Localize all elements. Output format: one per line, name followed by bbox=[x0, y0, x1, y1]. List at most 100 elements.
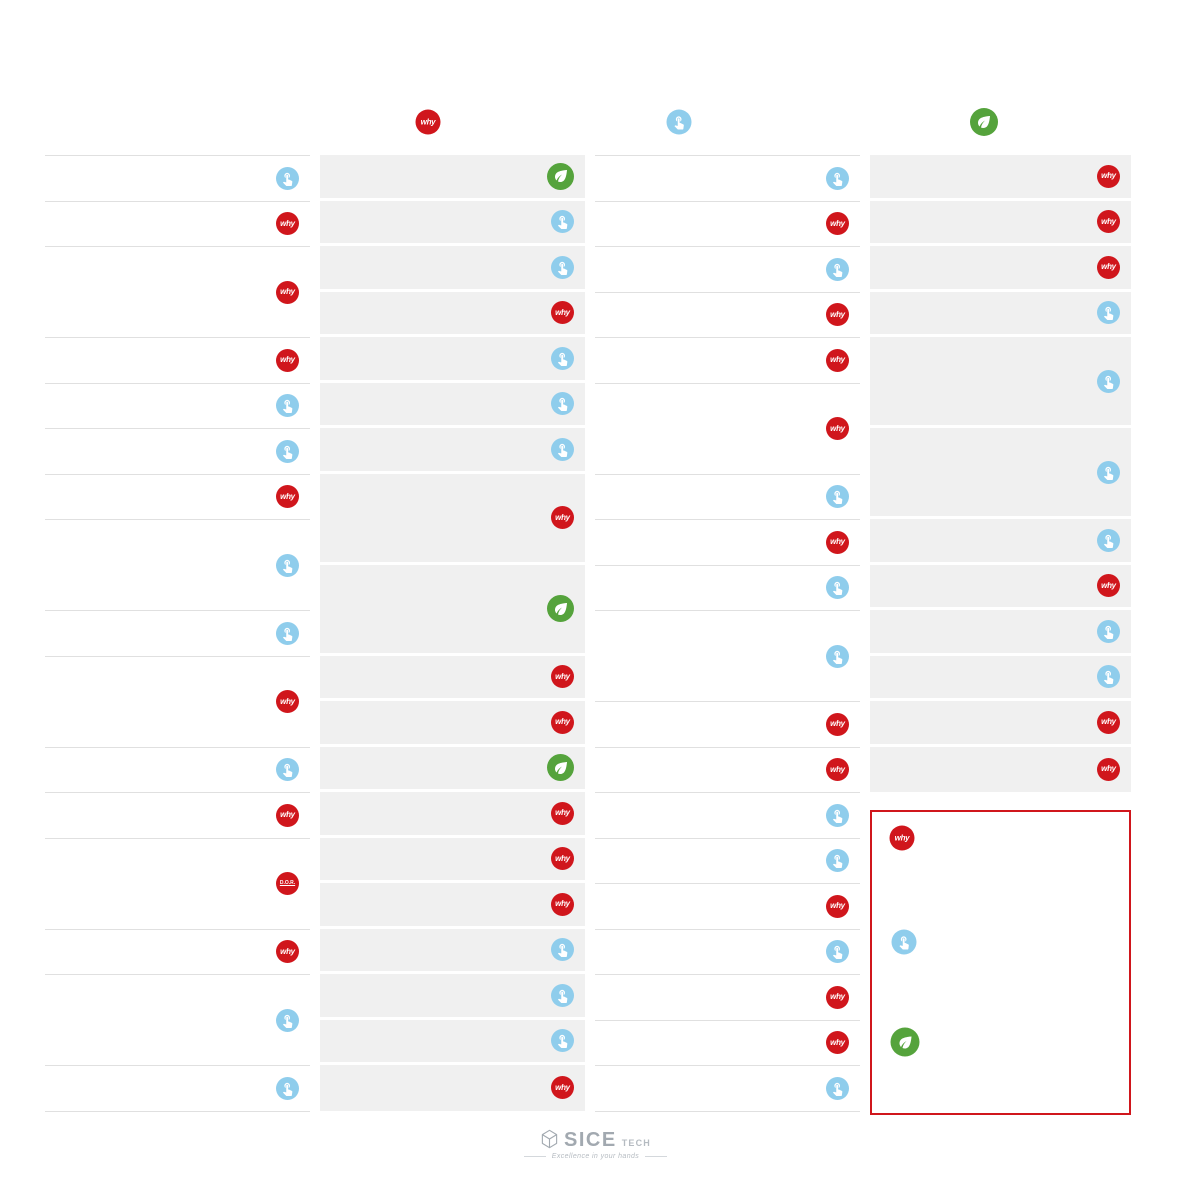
red-logo-badge: why bbox=[551, 301, 574, 325]
badge-label: why bbox=[830, 355, 845, 365]
red-logo-badge: why bbox=[1097, 255, 1120, 279]
leaf-icon bbox=[978, 116, 990, 128]
leaf-badge bbox=[547, 595, 574, 622]
table-row: why bbox=[595, 201, 860, 247]
touch-badge bbox=[826, 166, 849, 190]
badge-label: why bbox=[555, 808, 570, 818]
table-row: why bbox=[595, 383, 860, 475]
touch-hand-icon bbox=[832, 582, 843, 596]
table-row bbox=[595, 474, 860, 520]
touch-badge bbox=[826, 576, 849, 600]
badge-label: why bbox=[1101, 764, 1116, 774]
badge-label: why bbox=[830, 719, 845, 729]
touch-hand-icon bbox=[282, 400, 293, 414]
red-logo-badge: why bbox=[1097, 574, 1120, 598]
touch-badge bbox=[551, 983, 574, 1007]
red-logo-badge: why bbox=[826, 758, 849, 782]
table-row bbox=[45, 520, 310, 611]
red-logo-badge: why bbox=[551, 892, 574, 916]
badge-label: why bbox=[1101, 262, 1116, 272]
table-row bbox=[595, 793, 860, 839]
table-row: why bbox=[320, 837, 585, 883]
touch-badge bbox=[826, 1076, 849, 1100]
touch-badge bbox=[551, 346, 574, 370]
badge-label: why bbox=[280, 946, 295, 956]
red-logo-badge: why bbox=[551, 801, 574, 825]
red-logo-badge: why bbox=[276, 280, 299, 304]
red-logo-badge: why bbox=[1097, 210, 1120, 234]
touch-badge bbox=[551, 938, 574, 962]
table-row: why bbox=[45, 656, 310, 748]
badge-label: why bbox=[1101, 580, 1116, 590]
table-row: why bbox=[595, 1020, 860, 1066]
badge-label: why bbox=[555, 899, 570, 909]
red-logo-badge: why bbox=[826, 712, 849, 736]
table-row bbox=[320, 428, 585, 474]
badge-label: why bbox=[555, 512, 570, 522]
badge-label: why bbox=[280, 287, 295, 296]
touch-badge bbox=[826, 849, 849, 873]
touch-hand-icon bbox=[832, 855, 843, 869]
badge-label: why bbox=[830, 309, 845, 319]
red-logo-badge: why bbox=[826, 530, 849, 554]
touch-badge bbox=[1097, 301, 1120, 325]
red-logo-badge: why bbox=[276, 940, 299, 964]
red-logo-badge: why bbox=[276, 348, 299, 372]
badge-label: why bbox=[280, 355, 295, 365]
badge-label: why bbox=[830, 423, 845, 433]
table-row: why bbox=[595, 975, 860, 1021]
leaf-badge bbox=[547, 162, 574, 190]
touch-badge bbox=[276, 1008, 299, 1032]
touch-badge bbox=[1097, 528, 1120, 552]
table-row: why bbox=[870, 564, 1131, 610]
tagline-row: Excellence in your hands bbox=[524, 1153, 667, 1160]
badge-label: why bbox=[420, 117, 436, 126]
red-logo-badge: why bbox=[889, 825, 915, 851]
touch-hand-icon bbox=[1103, 466, 1114, 480]
touch-badge bbox=[276, 439, 299, 463]
leaf-icon bbox=[554, 761, 567, 774]
table-row bbox=[320, 564, 585, 656]
red-logo-badge: why bbox=[551, 710, 574, 734]
table-row bbox=[595, 156, 860, 202]
leaf-badge bbox=[547, 754, 574, 782]
table-row: why bbox=[595, 884, 860, 930]
red-logo-badge: why bbox=[1097, 710, 1120, 734]
table-row bbox=[45, 383, 310, 429]
badge-label: why bbox=[830, 537, 845, 547]
touch-hand-icon bbox=[832, 172, 843, 186]
badge-label: why bbox=[555, 717, 570, 727]
touch-hand-icon bbox=[282, 627, 293, 641]
touch-hand-icon bbox=[282, 1014, 293, 1028]
badge-label: why bbox=[555, 671, 570, 681]
table-row: why bbox=[45, 338, 310, 384]
red-logo-badge: why bbox=[826, 348, 849, 372]
table-row: why bbox=[870, 246, 1131, 292]
touch-hand-icon bbox=[557, 989, 568, 1003]
grid-column-2: why why why why why why why why bbox=[320, 155, 585, 1111]
table-row bbox=[595, 565, 860, 611]
touch-badge bbox=[551, 255, 574, 279]
red-logo-badge: why bbox=[1097, 757, 1120, 781]
table-row bbox=[320, 1019, 585, 1065]
table-row: why bbox=[595, 702, 860, 748]
table-row bbox=[45, 747, 310, 793]
leaf-badge bbox=[890, 1027, 920, 1057]
red-logo-badge: why bbox=[826, 1031, 849, 1055]
table-row bbox=[45, 975, 310, 1066]
table-row: why bbox=[595, 338, 860, 384]
table-row bbox=[870, 291, 1131, 337]
badge-label: why bbox=[280, 491, 295, 501]
badge-label: why bbox=[1101, 717, 1116, 727]
legend-box: why bbox=[870, 810, 1131, 1115]
table-row: why bbox=[870, 200, 1131, 246]
footer: SICE TECH Excellence in your hands bbox=[0, 1128, 1191, 1160]
touch-hand-icon bbox=[282, 445, 293, 459]
badge-label: why bbox=[830, 218, 845, 228]
touch-hand-icon bbox=[282, 172, 293, 186]
touch-hand-icon bbox=[557, 443, 568, 457]
touch-hand-icon bbox=[1103, 534, 1114, 548]
touch-hand-icon bbox=[557, 1035, 568, 1049]
touch-hand-icon bbox=[832, 946, 843, 960]
